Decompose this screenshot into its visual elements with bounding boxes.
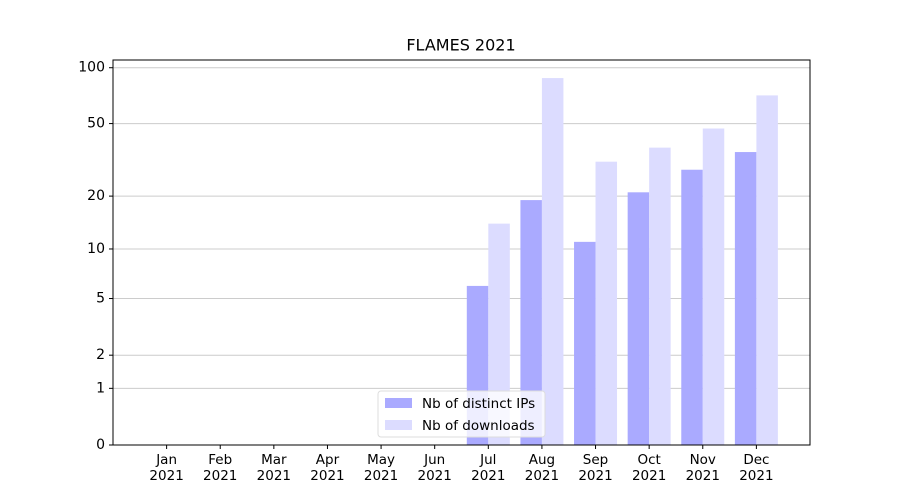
bar	[756, 95, 778, 445]
x-tick-label: Jun 2021	[417, 452, 452, 484]
bar	[520, 200, 542, 445]
x-tick-label: Feb 2021	[203, 452, 238, 484]
x-tick-label: Sep 2021	[578, 452, 613, 484]
bar	[649, 147, 671, 445]
x-tick-label: Dec 2021	[739, 452, 774, 484]
x-tick-label: Mar 2021	[256, 452, 292, 484]
bar	[574, 241, 596, 445]
y-tick-label: 1	[96, 380, 105, 396]
legend: Nb of distinct IPs Nb of downloads	[377, 390, 546, 438]
x-tick-label: Nov 2021	[685, 452, 720, 484]
bar	[595, 161, 618, 445]
bar	[734, 152, 757, 445]
x-tick-label: Jul 2021	[471, 452, 506, 484]
y-tick-label: 10	[87, 241, 105, 257]
y-tick-label: 2	[96, 347, 105, 363]
x-tick-label: Jan 2021	[149, 452, 184, 484]
legend-label: Nb of downloads	[422, 418, 535, 434]
legend-swatch	[385, 420, 412, 430]
x-tick-label: Oct 2021	[631, 452, 667, 484]
bar	[488, 223, 510, 445]
y-tick-label: 50	[87, 116, 105, 132]
y-tick-label: 5	[96, 291, 105, 307]
y-tick-label: 0	[96, 437, 105, 453]
chart-title: FLAMES 2021	[406, 36, 515, 55]
x-tick-label: Aug 2021	[524, 452, 560, 484]
bar	[541, 78, 564, 446]
bar	[681, 169, 703, 445]
legend-box	[377, 390, 546, 438]
x-tick-label: Apr 2021	[310, 452, 345, 484]
y-tick-label: 20	[87, 188, 105, 204]
y-tick-label: 100	[78, 60, 105, 76]
legend-swatch	[385, 398, 412, 408]
x-tick-label: May 2021	[363, 452, 399, 484]
bar	[627, 192, 650, 445]
bar	[702, 128, 725, 445]
legend-label: Nb of distinct IPs	[422, 396, 535, 412]
plot-frame	[112, 59, 811, 446]
